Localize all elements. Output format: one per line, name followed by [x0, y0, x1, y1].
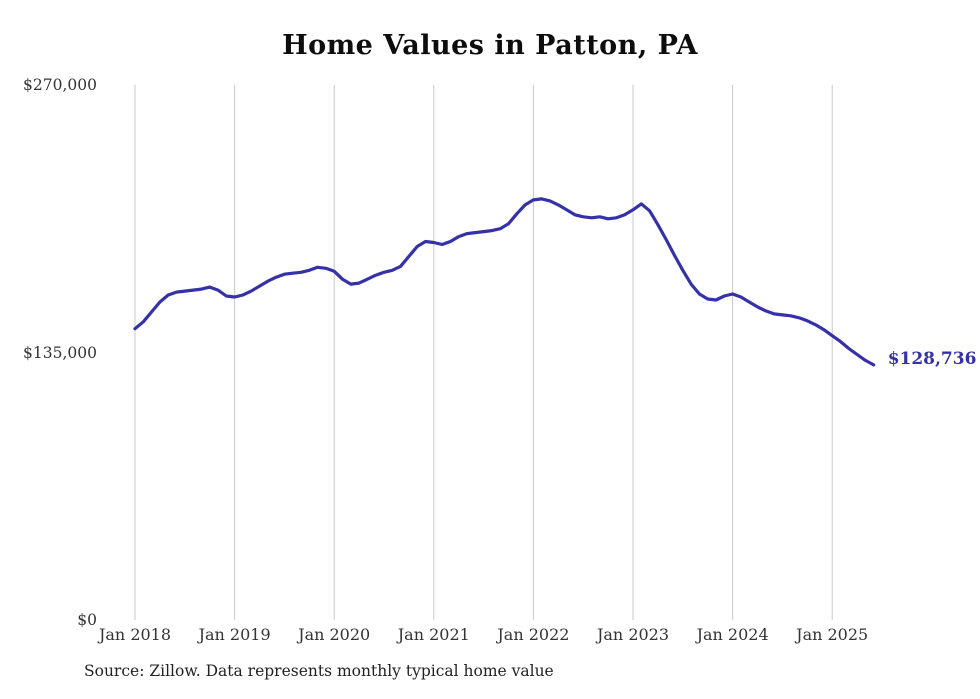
- home-value-line: [133, 197, 876, 367]
- x-tick-label-jan-2024: Jan 2024: [696, 625, 769, 644]
- x-tick-label-jan-2021: Jan 2021: [397, 625, 470, 644]
- x-tick-label-jan-2022: Jan 2022: [497, 625, 570, 644]
- y-tick-label-270000: $270,000: [23, 76, 97, 94]
- source-note: Source: Zillow. Data represents monthly …: [84, 662, 554, 680]
- y-tick-label-0: $0: [77, 611, 97, 629]
- vertical-gridlines: [134, 85, 833, 620]
- chart-title: Home Values in Patton, PA: [282, 30, 698, 61]
- x-tick-label-jan-2018: Jan 2018: [98, 625, 172, 644]
- x-tick-label-jan-2019: Jan 2019: [198, 625, 271, 644]
- y-tick-label-135000: $135,000: [23, 343, 97, 362]
- latest-value-label: $128,736: [887, 348, 977, 369]
- x-tick-label-jan-2025: Jan 2025: [796, 625, 869, 644]
- x-tick-label-jan-2020: Jan 2020: [298, 625, 371, 644]
- x-tick-label-jan-2023: Jan 2023: [596, 625, 670, 644]
